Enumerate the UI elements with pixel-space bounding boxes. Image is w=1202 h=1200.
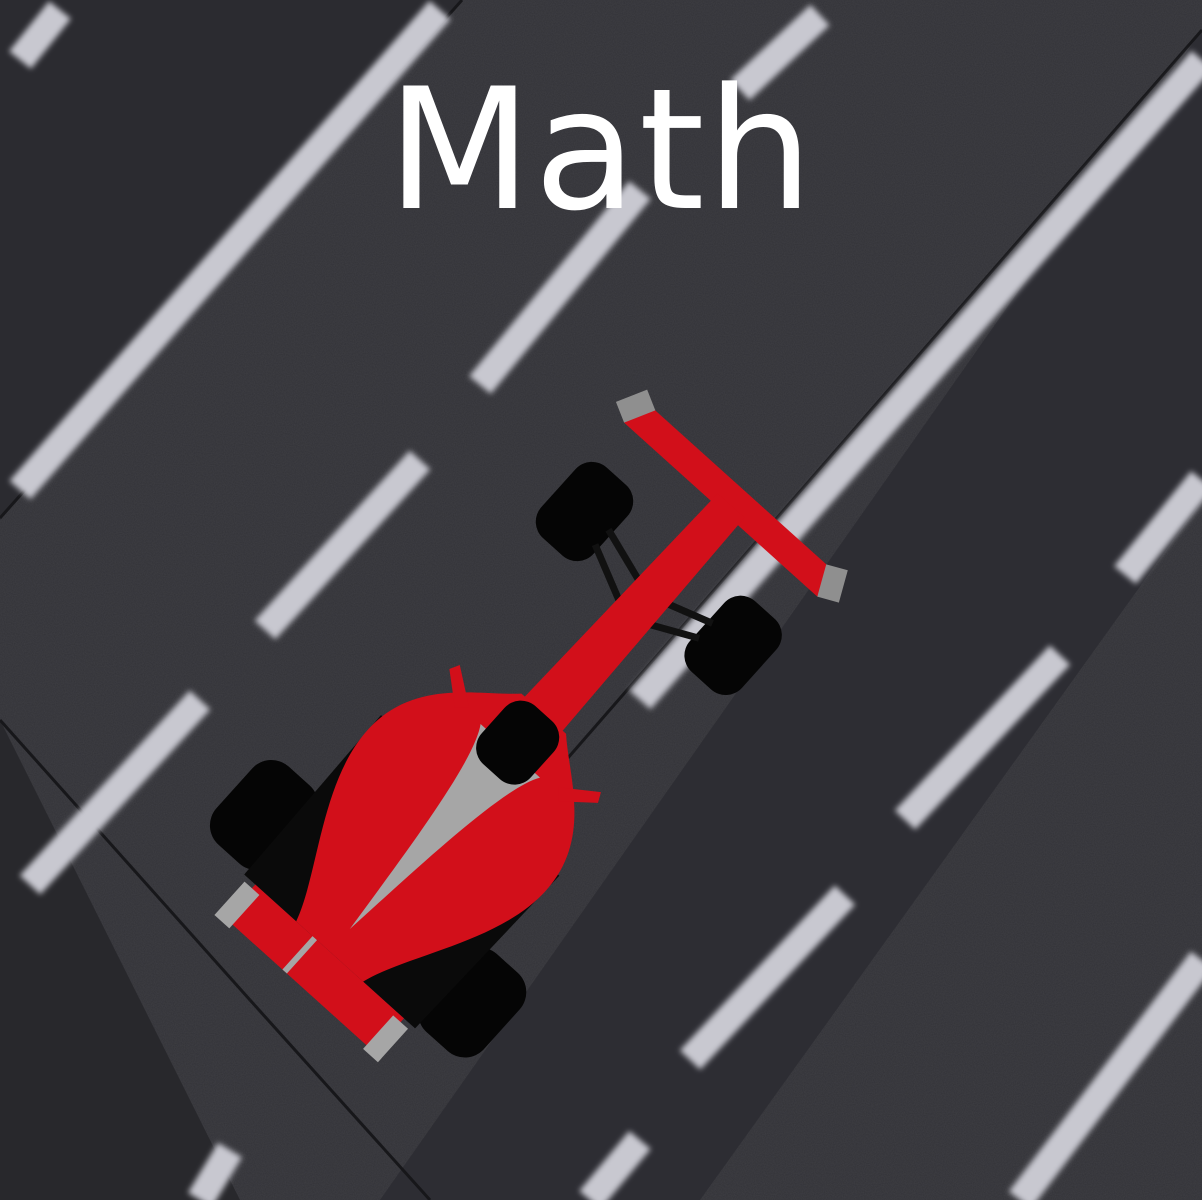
front-wing bbox=[624, 407, 830, 597]
car-nose bbox=[511, 493, 745, 746]
rear-wing bbox=[225, 884, 404, 1052]
game-title: Math bbox=[386, 52, 816, 248]
cockpit bbox=[476, 700, 560, 785]
lane-markings bbox=[9, 0, 1202, 1200]
engine-cover bbox=[349, 724, 541, 930]
front-right-tire bbox=[684, 595, 782, 695]
